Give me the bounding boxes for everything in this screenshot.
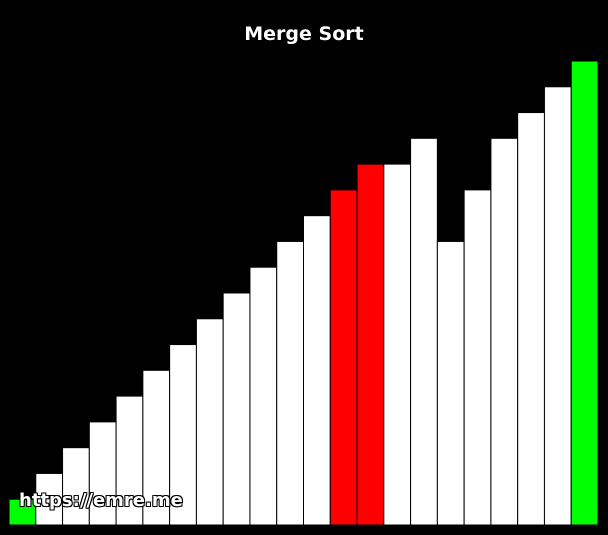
bar-22 <box>570 60 599 526</box>
bar-2 <box>35 472 64 526</box>
watermark-url: https://emre.me <box>19 490 183 511</box>
bar-21 <box>543 86 572 526</box>
bar-3 <box>62 447 90 526</box>
chart-title: Merge Sort <box>244 23 364 45</box>
bar-6 <box>142 369 171 526</box>
bar-19 <box>490 137 519 526</box>
bar-11 <box>276 240 305 526</box>
bar-17 <box>436 240 465 526</box>
bar-12 <box>303 215 331 526</box>
bar-18 <box>463 189 492 526</box>
bar-14 <box>356 163 385 526</box>
bar-10 <box>249 266 278 526</box>
bar-16 <box>410 137 438 526</box>
bar-8 <box>195 318 224 526</box>
bar-9 <box>222 292 251 526</box>
bar-7 <box>169 344 197 526</box>
bar-15 <box>383 163 412 526</box>
bar-13 <box>329 189 358 526</box>
bar-20 <box>517 112 545 526</box>
